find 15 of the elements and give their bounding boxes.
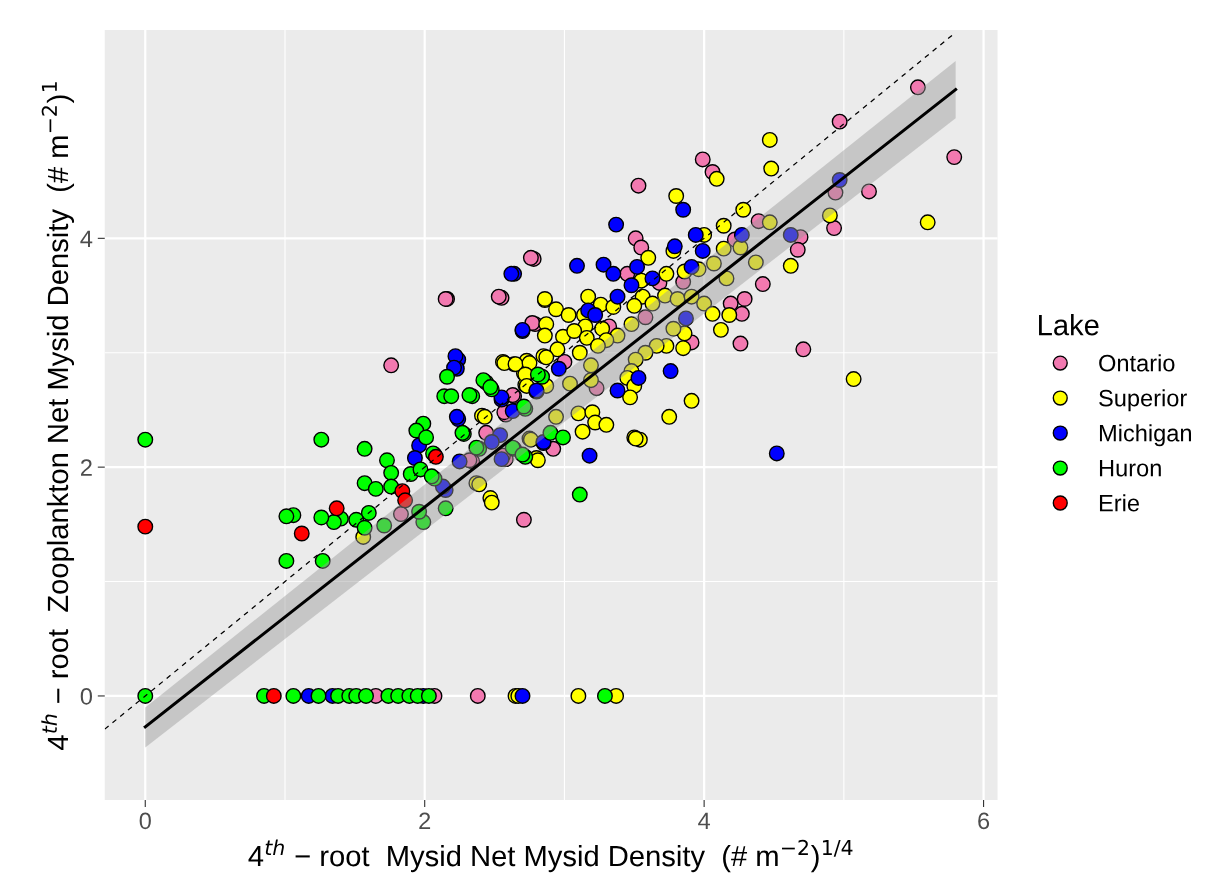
legend-label: Ontario <box>1099 354 1175 372</box>
x-tick-label: 0 <box>139 812 151 830</box>
y-tick-label: 2 <box>81 459 92 476</box>
y-tick-label: 0 <box>80 688 93 705</box>
y-axis-title: 4$^{th}$ − root Zooplankton Net Mysid Density (# m$^{−2}$)$^{1}$ <box>41 82 75 750</box>
legend-title: Lake <box>1039 314 1099 336</box>
legend-label: Michigan <box>1099 424 1191 447</box>
x-axis-title: 4$^{th}$ − root Mysid Net Mysid Density (# m$^{−2}$)$^{1/4}$ <box>248 839 853 873</box>
legend-label: Erie <box>1099 494 1139 512</box>
legend-label: Huron <box>1099 460 1161 477</box>
x-tick-label: 4 <box>698 812 711 829</box>
y-tick-label: 4 <box>80 230 93 247</box>
legend-label: Superior <box>1099 389 1187 412</box>
x-tick-label: 2 <box>419 812 431 829</box>
x-tick-label: 6 <box>978 812 990 830</box>
